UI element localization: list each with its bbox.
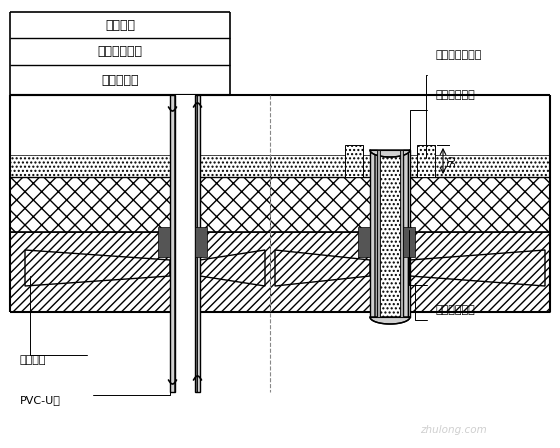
Text: 隔热或保温层: 隔热或保温层 (97, 45, 142, 58)
Bar (195, 95, 200, 392)
Text: 膨胀水泥砂浆: 膨胀水泥砂浆 (435, 305, 475, 315)
Bar (170, 95, 175, 392)
Bar (10, 155, 170, 177)
Polygon shape (25, 250, 170, 286)
Bar (403, 227, 415, 257)
Text: 防水填料: 防水填料 (435, 265, 461, 275)
Bar (195, 227, 207, 257)
Text: 止水翼环: 止水翼环 (20, 355, 46, 365)
Bar (270, 232, 370, 312)
Bar (200, 177, 270, 232)
Bar (10, 232, 170, 312)
Bar (370, 150, 377, 317)
Bar (175, 95, 195, 392)
Bar (377, 150, 380, 317)
Text: 50: 50 (447, 155, 457, 167)
Text: 混凝土楼板: 混凝土楼板 (101, 73, 139, 86)
Polygon shape (370, 150, 410, 157)
Bar (417, 145, 435, 177)
Text: PVC-U管: PVC-U管 (20, 395, 61, 405)
Bar (410, 232, 550, 312)
Bar (410, 177, 550, 232)
Bar (403, 150, 410, 317)
Polygon shape (275, 250, 370, 286)
Text: 钢制防水套管: 钢制防水套管 (435, 90, 475, 100)
Bar (410, 155, 550, 177)
Bar (270, 177, 370, 232)
Text: zhulong.com: zhulong.com (420, 425, 487, 435)
Text: 屋面面层: 屋面面层 (105, 18, 135, 31)
Bar (270, 155, 370, 177)
Bar (377, 150, 403, 317)
Polygon shape (410, 250, 545, 286)
Text: 水泥砂浆阻水圈: 水泥砂浆阻水圈 (435, 50, 482, 60)
Polygon shape (200, 250, 265, 286)
Bar (200, 155, 270, 177)
Bar (345, 145, 363, 177)
Polygon shape (370, 317, 410, 324)
Bar (358, 227, 370, 257)
Bar (158, 227, 170, 257)
Bar (200, 232, 270, 312)
Bar (10, 177, 170, 232)
Bar (400, 150, 403, 317)
